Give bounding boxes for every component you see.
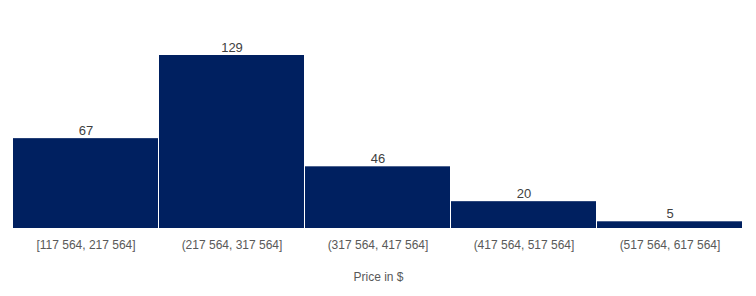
svg-text:20: 20	[517, 186, 531, 201]
svg-text:67: 67	[79, 123, 93, 138]
svg-text:Price in $: Price in $	[353, 270, 403, 284]
svg-text:(317 564, 417 564]: (317 564, 417 564]	[328, 238, 429, 252]
svg-text:(417 564, 517 564]: (417 564, 517 564]	[474, 238, 575, 252]
svg-text:[117 564, 217 564]: [117 564, 217 564]	[36, 238, 135, 252]
svg-text:129: 129	[221, 40, 243, 55]
svg-text:(217 564, 317 564]: (217 564, 317 564]	[182, 238, 283, 252]
svg-text:46: 46	[371, 151, 385, 166]
svg-text:(517 564, 617 564]: (517 564, 617 564]	[620, 238, 721, 252]
svg-text:5: 5	[666, 206, 673, 221]
